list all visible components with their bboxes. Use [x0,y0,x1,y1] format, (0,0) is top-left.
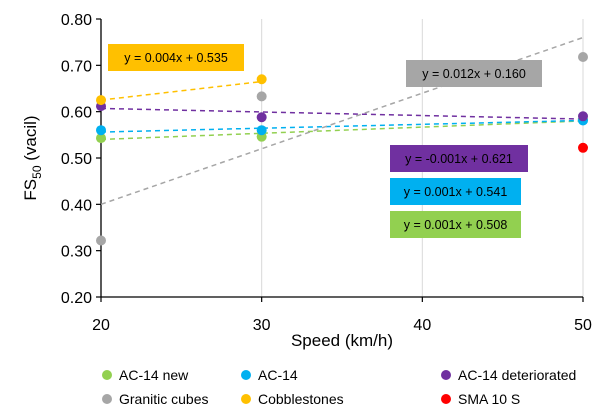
legend-label: AC-14 deteriorated [458,367,576,383]
legend-marker [102,394,112,404]
trend-equation-box [390,211,521,238]
x-tick-label: 30 [253,317,271,334]
y-tick-label: 0.40 [61,197,92,214]
x-tick-label: 50 [574,317,592,334]
trendline-ac-14-deteriorated [100,107,584,120]
y-tick-label: 0.60 [61,105,92,122]
trend-equation-ac-14-new: y = 0.001x + 0.508 [390,211,521,238]
legend-marker [241,370,251,380]
legend-layer: AC-14 new AC-14 AC-14 deteriorated Granitic… [102,367,576,407]
legend-label: Granitic cubes [119,391,208,407]
y-axis-title: FS50 (vacil) [21,115,44,200]
x-axis-title: Speed (km/h) [291,331,393,350]
data-point-sma-10-s [578,142,588,153]
legend-marker [241,394,251,404]
trend-equation-cobblestones: y = 0.004x + 0.535 [108,44,244,71]
legend-label: AC-14 new [119,367,189,383]
legend-item-cobblestones: Cobblestones [241,391,344,407]
trend-equation-label: y = 0.004x + 0.535 [124,51,228,65]
legend-item-sma-10-s: SMA 10 S [441,391,520,407]
y-tick-label: 0.20 [61,290,92,307]
data-point-cobblestones [96,95,106,106]
trend-equation-label: y = 0.001x + 0.541 [404,185,508,199]
y-tick-label: 0.50 [61,151,92,168]
data-point-ac-14-deteriorated [256,112,267,123]
y-tick-label: 0.30 [61,244,92,261]
trendline-cobblestones [100,80,262,101]
legend-item-granitic-cubes: Granitic cubes [102,391,208,407]
annotation-layer: y = 0.004x + 0.535 y = 0.012x + 0.160 y = … [108,44,542,238]
point-layer [96,51,588,246]
trend-equation-granitic-cubes: y = 0.012x + 0.160 [406,60,542,87]
trendline-ac-14 [100,119,584,133]
y-axis-title-suffix: (vacil) [21,115,40,165]
legend-marker [441,394,451,404]
data-point-granitic-cubes [256,91,267,102]
legend-label: Cobblestones [258,391,344,407]
y-axis-title-main: FS [21,179,40,201]
legend-label: SMA 10 S [458,391,520,407]
x-tick-label: 20 [92,317,110,334]
trend-equation-ac-14: y = 0.001x + 0.541 [390,178,521,205]
data-point-granitic-cubes [578,51,588,62]
legend-marker [102,370,112,380]
x-tick-label: 40 [413,317,431,334]
axis-layer: 0.20 0.30 0.40 0.50 0.60 0.70 0.80 20 30 40 50 [61,12,592,334]
data-point-ac-14-deteriorated [578,111,588,122]
legend-item-ac-14-new: AC-14 new [102,367,189,383]
legend-item-ac-14-deteriorated: AC-14 deteriorated [441,367,576,383]
trend-equation-box [390,178,521,205]
trend-equation-label: y = -0.001x + 0.621 [405,152,513,166]
data-point-ac-14 [96,125,106,136]
y-axis-title-subscript: 50 [30,165,44,179]
data-point-cobblestones [256,74,267,85]
y-tick-label: 0.80 [61,12,92,29]
trend-equation-ac-14-deteriorated: y = -0.001x + 0.621 [390,145,528,172]
trend-equation-box [108,44,244,71]
trend-equation-label: y = 0.012x + 0.160 [422,67,526,81]
trend-equation-label: y = 0.001x + 0.508 [404,218,508,232]
legend-item-ac-14: AC-14 [241,367,298,383]
data-point-ac-14 [256,125,267,136]
y-tick-label: 0.70 [61,58,92,75]
data-point-ac-14-new [96,133,106,144]
legend-marker [441,370,451,380]
legend-label: AC-14 [258,367,298,383]
data-point-granitic-cubes [96,235,106,246]
trend-equation-box [406,60,542,87]
trend-equation-box [390,145,528,172]
